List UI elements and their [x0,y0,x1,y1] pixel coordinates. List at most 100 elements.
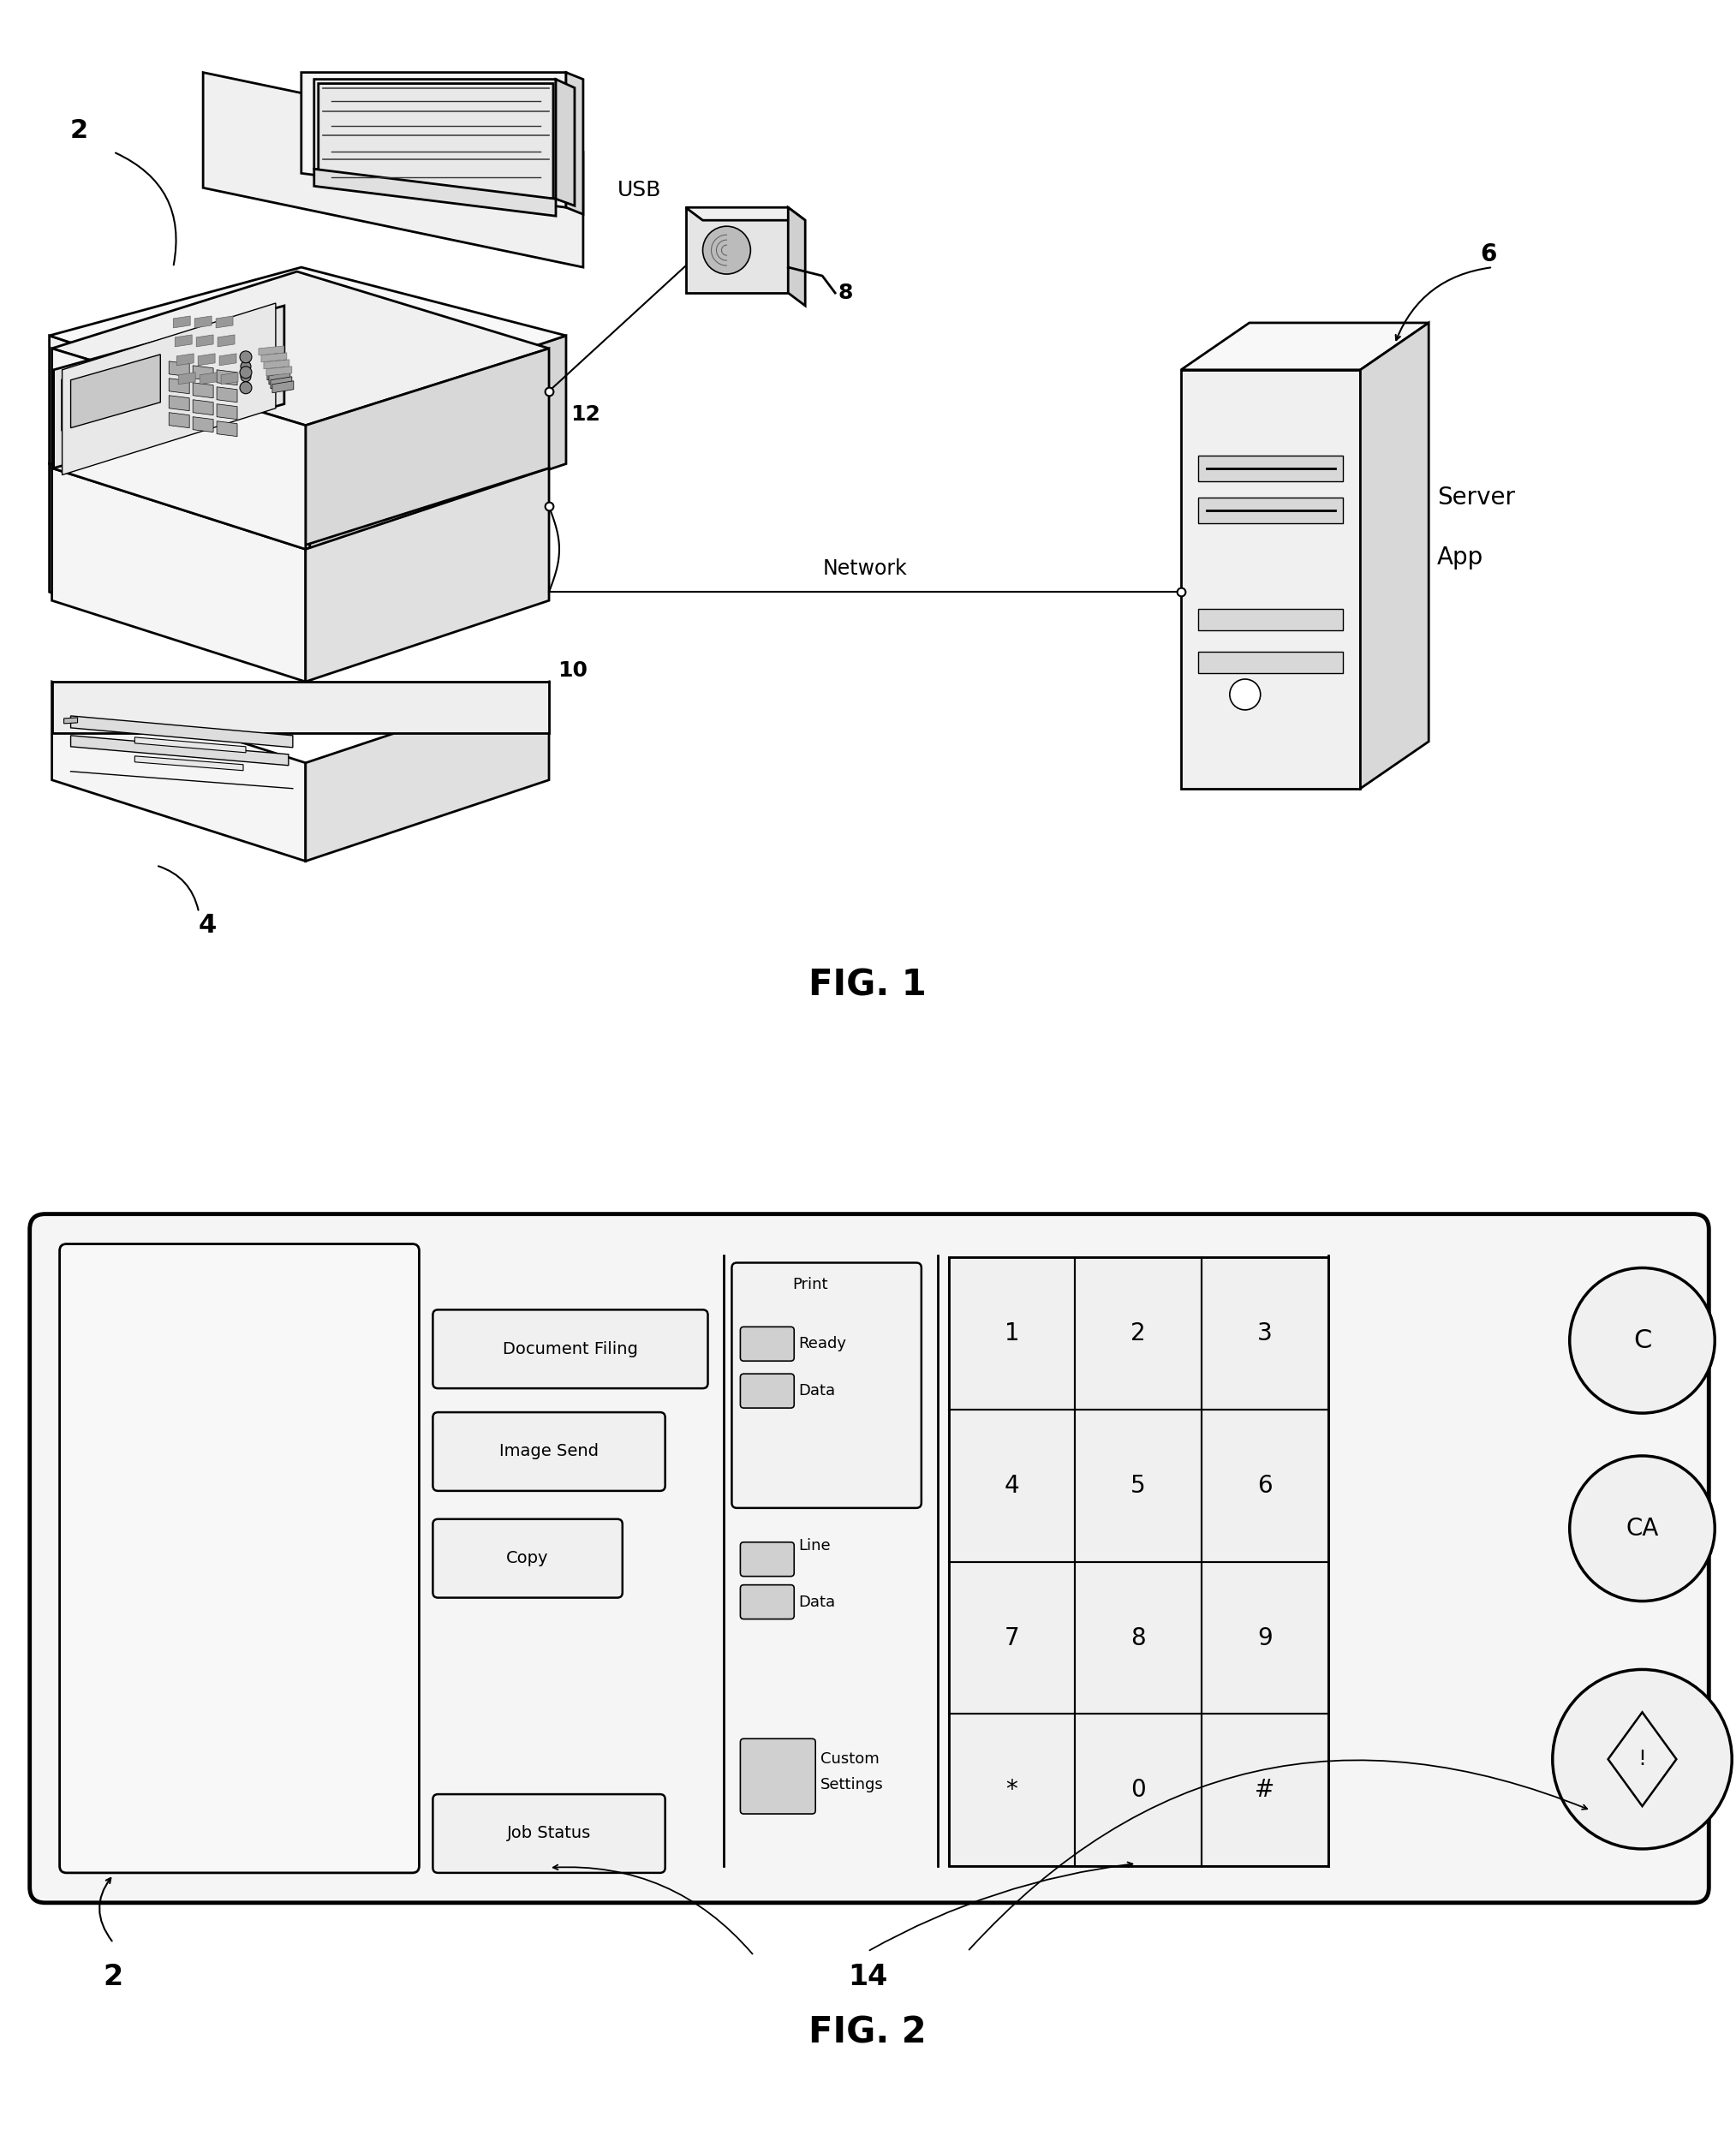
Text: Ready: Ready [799,1337,847,1352]
Text: 6: 6 [1257,1473,1272,1497]
Polygon shape [175,334,193,347]
Polygon shape [52,349,306,549]
Circle shape [240,381,252,394]
Polygon shape [1198,456,1344,481]
Polygon shape [52,681,549,732]
Polygon shape [193,366,214,381]
Polygon shape [1180,370,1361,788]
Polygon shape [168,379,189,394]
Polygon shape [62,302,276,475]
Circle shape [1569,1269,1715,1414]
Circle shape [703,226,750,275]
Polygon shape [686,207,806,219]
Text: 4: 4 [1005,1473,1019,1497]
Polygon shape [64,717,78,724]
FancyBboxPatch shape [740,1739,816,1814]
Polygon shape [306,349,549,545]
Polygon shape [556,79,575,207]
Polygon shape [194,315,212,328]
Polygon shape [266,366,292,377]
Polygon shape [306,681,549,860]
FancyBboxPatch shape [432,1795,665,1874]
Text: 0: 0 [1130,1778,1146,1801]
Polygon shape [267,368,288,381]
Polygon shape [948,1258,1328,1865]
Circle shape [241,381,252,392]
FancyBboxPatch shape [740,1541,793,1575]
Polygon shape [200,373,217,385]
Polygon shape [217,370,238,385]
FancyBboxPatch shape [30,1214,1708,1903]
Polygon shape [306,468,549,681]
Polygon shape [193,383,214,398]
Text: 1: 1 [1005,1322,1019,1346]
Polygon shape [193,400,214,415]
Text: FIG. 1: FIG. 1 [809,967,927,1003]
Polygon shape [49,268,566,422]
Polygon shape [318,83,554,198]
FancyBboxPatch shape [740,1326,793,1360]
Text: 9: 9 [1257,1627,1272,1650]
Circle shape [241,362,252,373]
Circle shape [1229,679,1260,709]
FancyBboxPatch shape [733,1262,922,1507]
Polygon shape [1198,609,1344,630]
Polygon shape [219,353,236,366]
Circle shape [241,373,252,381]
Polygon shape [203,72,583,268]
FancyBboxPatch shape [432,1520,623,1597]
Polygon shape [217,387,238,402]
Polygon shape [260,353,286,362]
Polygon shape [62,353,160,430]
Polygon shape [49,336,309,549]
Polygon shape [71,353,160,428]
Text: 7: 7 [1005,1627,1019,1650]
Polygon shape [788,207,806,307]
Polygon shape [1198,498,1344,524]
Polygon shape [1180,324,1429,370]
Circle shape [240,351,252,362]
Polygon shape [52,468,306,681]
Polygon shape [193,417,214,432]
Polygon shape [135,756,243,771]
Text: 4: 4 [198,913,217,937]
Circle shape [1569,1456,1715,1601]
Polygon shape [1198,651,1344,673]
Text: Server: Server [1437,485,1516,511]
Polygon shape [1361,324,1429,788]
Text: 8: 8 [1130,1627,1146,1650]
Text: 2: 2 [69,117,89,143]
Polygon shape [217,422,238,436]
Polygon shape [686,207,788,294]
Text: 2: 2 [104,1963,123,1991]
Text: !: ! [1639,1748,1646,1769]
Polygon shape [273,381,293,394]
Text: Data: Data [799,1384,835,1399]
Text: USB: USB [618,181,661,200]
FancyBboxPatch shape [59,1243,418,1874]
Polygon shape [215,315,233,328]
Text: 10: 10 [557,660,587,681]
Polygon shape [220,373,238,385]
Polygon shape [302,72,566,207]
Text: Image Send: Image Send [500,1443,599,1460]
FancyBboxPatch shape [740,1584,793,1618]
Text: FIG. 2: FIG. 2 [809,2014,927,2050]
Polygon shape [264,360,290,368]
Polygon shape [314,79,556,198]
Polygon shape [52,273,549,426]
Text: Settings: Settings [821,1778,884,1793]
Polygon shape [314,168,556,215]
Text: #: # [1255,1778,1274,1801]
Polygon shape [168,396,189,411]
Circle shape [1552,1669,1733,1848]
Text: Print: Print [792,1277,828,1292]
Polygon shape [217,334,234,347]
Circle shape [240,366,252,379]
Polygon shape [269,373,290,385]
Text: 8: 8 [838,283,852,302]
Text: App: App [1437,545,1484,571]
Polygon shape [49,464,309,677]
Polygon shape [196,334,214,347]
Polygon shape [54,307,285,468]
